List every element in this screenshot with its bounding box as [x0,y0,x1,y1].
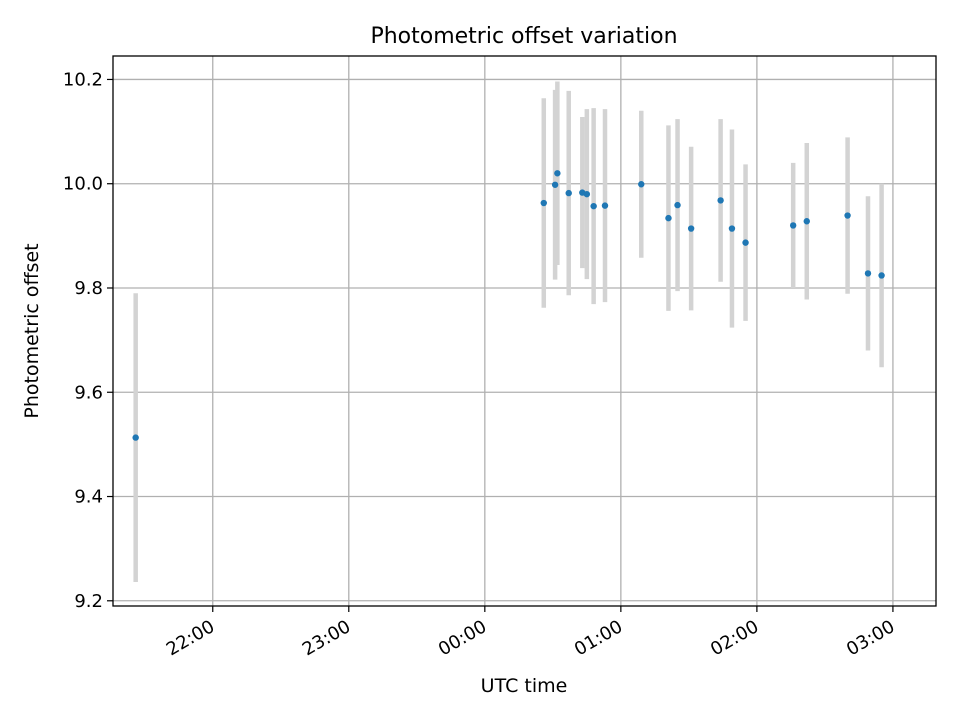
data-point [844,212,851,219]
data-point [132,434,139,441]
data-point [565,189,572,197]
data-point [864,270,872,277]
data-point [551,181,559,188]
data-point [601,202,609,209]
data-point [728,225,736,232]
data-point [590,202,597,210]
data-point [540,199,547,207]
y-tick-label: 10.2 [63,69,103,90]
data-point [554,170,561,177]
y-axis-ticks: 9.2 9.4 9.6 9.8 10.0 10.2 [63,69,113,612]
data-point [742,239,749,246]
grid-lines [113,56,936,606]
y-tick-label: 9.2 [74,591,103,612]
data-point [789,222,797,229]
data-points [132,170,885,441]
y-tick-label: 9.6 [74,382,103,403]
y-axis-label: Photometric offset [21,243,43,418]
data-point [803,218,810,225]
plot-frame [112,55,937,607]
data-point [583,190,591,198]
y-tick-label: 9.8 [74,278,103,299]
y-tick-label: 10.0 [63,174,103,195]
data-point [638,181,645,188]
y-tick-label: 9.4 [74,487,103,508]
data-point [878,272,885,279]
data-point [687,225,695,232]
data-point [665,214,672,222]
x-axis-label: UTC time [481,675,568,697]
chart-title: Photometric offset variation [370,24,677,49]
data-point [674,201,681,209]
data-point [717,197,724,204]
